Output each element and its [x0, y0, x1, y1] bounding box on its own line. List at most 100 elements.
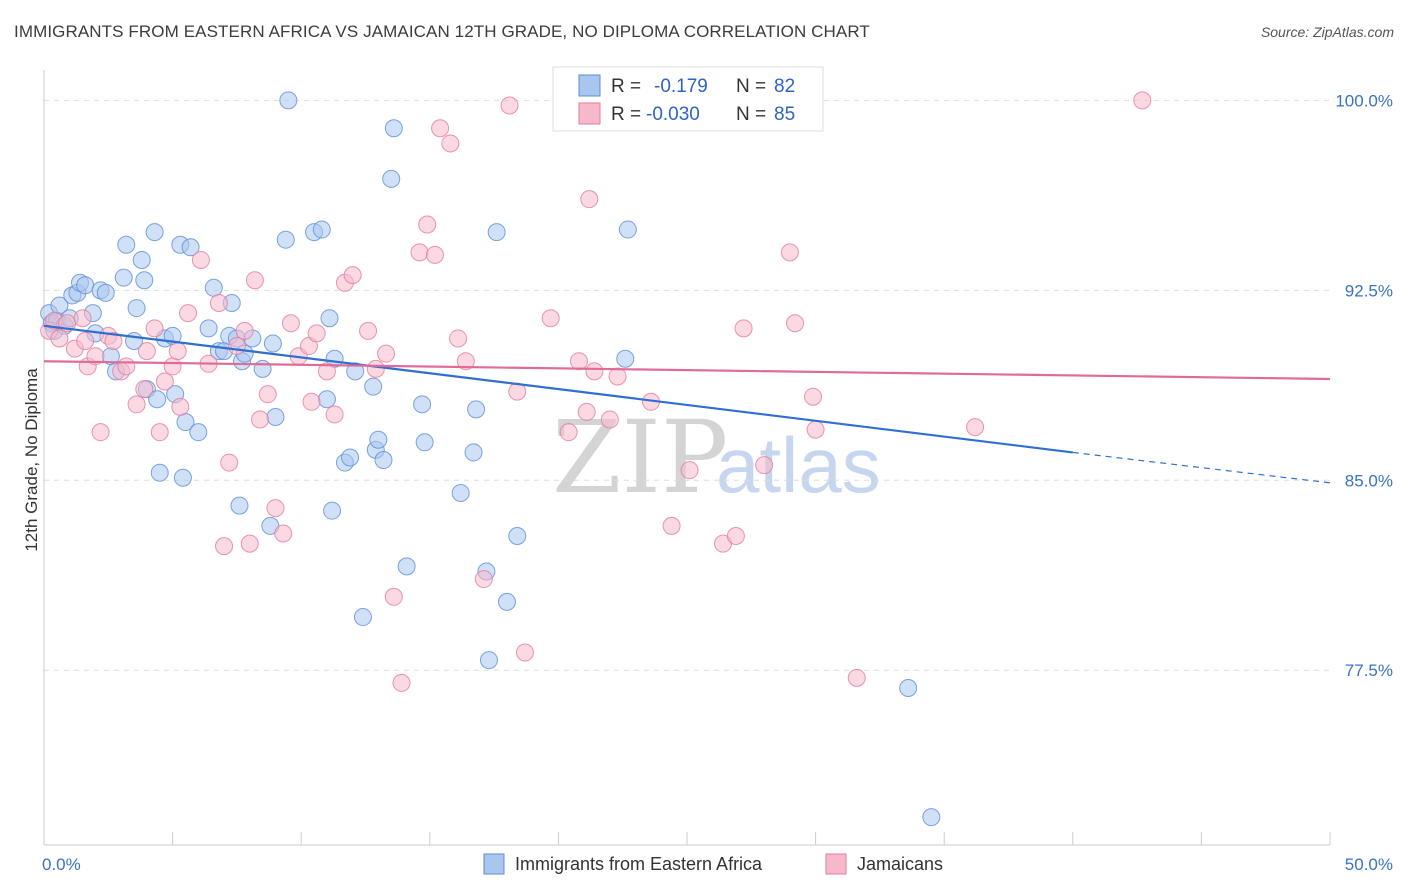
data-point	[179, 304, 198, 323]
data-point	[251, 410, 270, 429]
data-point	[500, 96, 519, 115]
stats-n-label: N =	[736, 76, 766, 97]
data-point	[266, 499, 285, 518]
data-point	[415, 433, 434, 452]
data-point	[804, 387, 823, 406]
legend-swatch-jamaicans	[825, 853, 847, 875]
data-point	[263, 334, 282, 353]
data-point	[155, 372, 174, 391]
data-point	[377, 344, 396, 363]
data-point	[189, 423, 208, 442]
trend-lines	[43, 324, 1331, 484]
data-point	[397, 557, 416, 576]
data-point	[541, 309, 560, 328]
data-point	[618, 220, 637, 239]
data-point	[145, 319, 164, 338]
data-point	[317, 362, 336, 381]
data-point	[76, 331, 95, 350]
data-point	[616, 349, 635, 368]
data-point	[150, 463, 169, 482]
data-point	[73, 309, 92, 328]
data-point	[320, 309, 339, 328]
data-point	[215, 537, 234, 556]
data-point	[786, 314, 805, 333]
data-point	[456, 352, 475, 371]
x-tick-label: 0.0%	[42, 855, 81, 874]
data-point	[245, 271, 264, 290]
trend-line-extension	[1072, 451, 1331, 484]
data-point	[76, 276, 95, 295]
data-point	[145, 223, 164, 242]
chart-title: IMMIGRANTS FROM EASTERN AFRICA VS JAMAIC…	[14, 22, 870, 41]
data-point	[191, 250, 210, 269]
data-point	[171, 397, 190, 416]
watermark: ZIP atlas	[552, 399, 881, 516]
data-point	[343, 266, 362, 285]
data-point	[418, 215, 437, 234]
data-point	[96, 283, 115, 302]
source-label: Source: ZipAtlas.com	[1260, 24, 1394, 40]
data-point	[323, 501, 342, 520]
data-point	[441, 134, 460, 153]
data-point	[230, 496, 249, 515]
data-point	[135, 380, 154, 399]
y-tick-label: 85.0%	[1345, 471, 1393, 490]
data-point	[325, 405, 344, 424]
data-point	[199, 319, 218, 338]
data-point	[168, 342, 187, 361]
trend-line	[43, 324, 1073, 454]
data-point	[312, 220, 331, 239]
stats-n-value: 85	[774, 104, 795, 125]
data-point	[132, 250, 151, 269]
data-point	[317, 390, 336, 409]
bottom-legend: Immigrants from Eastern Africa Jamaicans	[483, 853, 943, 875]
data-point	[117, 357, 136, 376]
stats-swatch-jamaicans	[578, 102, 601, 125]
data-point	[392, 673, 411, 692]
legend-swatch-eastern-africa	[483, 853, 505, 875]
data-point	[91, 423, 110, 442]
y-tick-label: 92.5%	[1345, 281, 1393, 300]
data-point	[274, 524, 293, 543]
data-point	[966, 418, 985, 437]
data-point	[608, 367, 627, 386]
data-point	[600, 410, 619, 429]
data-point	[559, 423, 578, 442]
data-point	[341, 448, 360, 467]
trend-line	[43, 360, 1331, 381]
data-point	[508, 527, 527, 546]
data-point	[474, 570, 493, 589]
data-point	[515, 643, 534, 662]
series-eastern-africa-points	[40, 91, 941, 827]
series-jamaicans-points	[40, 91, 1152, 692]
data-point	[1133, 91, 1152, 110]
y-tick-label: 77.5%	[1345, 661, 1393, 680]
stats-r-label: R =	[611, 104, 641, 125]
stats-r-label: R =	[611, 76, 641, 97]
y-tick-label: 100.0%	[1335, 91, 1393, 110]
x-tick-label: 50.0%	[1345, 855, 1393, 874]
data-point	[135, 271, 154, 290]
data-point	[449, 329, 468, 348]
data-point	[353, 608, 372, 627]
data-point	[384, 587, 403, 606]
data-point	[451, 483, 470, 502]
data-point	[86, 347, 105, 366]
data-point	[479, 651, 498, 670]
data-point	[585, 362, 604, 381]
stats-r-value: -0.030	[646, 104, 700, 125]
data-point	[114, 268, 133, 287]
data-point	[163, 357, 182, 376]
data-point	[497, 592, 516, 611]
data-point	[240, 534, 259, 553]
data-point	[127, 395, 146, 414]
data-point	[726, 527, 745, 546]
axes	[43, 70, 1331, 846]
data-point	[410, 243, 429, 262]
data-point	[227, 337, 246, 356]
data-point	[374, 451, 393, 470]
data-point	[425, 245, 444, 264]
data-point	[150, 423, 169, 442]
data-point	[806, 420, 825, 439]
